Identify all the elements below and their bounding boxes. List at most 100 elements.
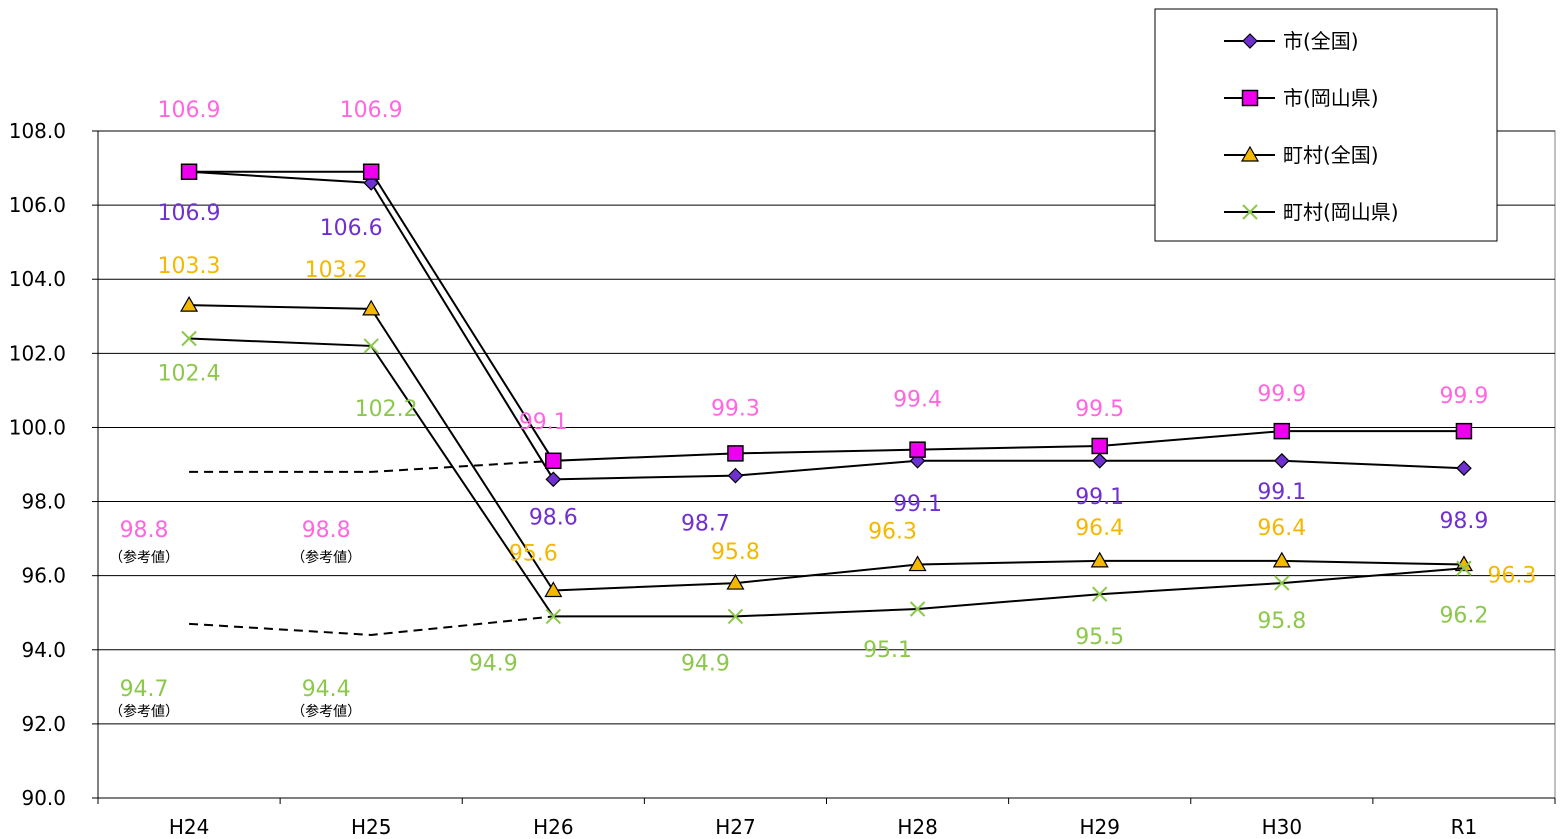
data-label: 99.1 [519,410,568,435]
data-point [1273,422,1291,440]
data-label: 95.8 [711,540,760,565]
data-label: 95.5 [1075,625,1124,650]
data-point [727,608,744,625]
data-point [726,573,745,590]
reference-label: 98.8 [302,518,351,543]
data-label: 96.3 [868,520,917,545]
marker-stroke [727,608,744,625]
data-point [727,467,744,484]
data-point [908,555,927,572]
marker-stroke [545,608,562,625]
x-tick-label: H28 [897,815,938,839]
data-point [909,441,926,458]
data-label: 95.1 [863,638,912,663]
marker-stroke [1242,204,1258,220]
data-label: 96.2 [1439,603,1488,628]
data-label: 98.9 [1439,509,1488,534]
data-label: 98.6 [529,505,578,530]
data-label: 99.3 [711,396,760,421]
legend-label: 町村(岡山県) [1283,200,1399,224]
reference-label: 94.4 [302,677,351,702]
series-lines [180,163,1473,625]
x-tick-label: R1 [1451,815,1478,839]
legend-marker [1241,89,1259,107]
data-label: 106.9 [158,98,221,123]
legend-marker [1242,204,1258,220]
data-label: 99.1 [893,492,942,517]
data-point [544,581,563,598]
data-label: 99.1 [1075,485,1124,510]
marker-stroke [363,338,379,354]
legend-marker [1240,145,1260,162]
data-label: 99.9 [1257,382,1306,407]
data-label: 96.3 [1487,564,1536,589]
reference-line [189,459,554,473]
data-label: 94.9 [681,651,730,676]
x-tick-label: H24 [169,815,210,839]
legend: 市(全国) 市(岡山県) 町村(全国) 町村(岡山県) [1154,8,1498,242]
data-label: 95.8 [1257,609,1306,634]
axes: 90.0 92.0 94.0 96.0 98.0 100.0 102.0 104.0 106.0… [9,119,1556,839]
series-line [189,304,1464,592]
x-tick-label: H26 [533,815,574,839]
data-point [1090,551,1109,568]
y-tick-label: 102.0 [9,341,66,365]
reference-note: （参考値） [291,703,361,720]
data-point [1456,460,1472,477]
data-label: 106.6 [320,216,383,241]
legend-label: 町村(全国) [1283,143,1379,167]
data-label: 103.2 [305,258,368,283]
legend-marker [1242,33,1258,49]
y-tick-label: 100.0 [9,415,66,439]
reference-lines [189,459,554,636]
data-point [362,163,380,181]
data-label: 99.5 [1075,397,1124,422]
data-point [1456,560,1472,576]
x-tick-label: H29 [1079,815,1120,839]
reference-label: 98.8 [120,518,169,543]
data-point [180,163,198,181]
reference-line [189,615,554,636]
data-label: 95.6 [509,541,558,566]
data-label: 106.9 [340,98,403,123]
y-tick-label: 94.0 [21,638,66,662]
reference-note: （参考値） [109,703,179,720]
series-line [189,337,1465,618]
y-tick-label: 104.0 [9,267,66,291]
data-point [909,601,926,617]
data-point [180,295,199,312]
x-tick-label: H25 [351,815,392,839]
data-label: 99.1 [1257,480,1306,505]
x-tick-label: H30 [1262,815,1303,839]
data-labels: 106.9 106.6 98.6 98.7 99.1 99.1 99.1 98.9 106.9 1… [109,98,1536,720]
data-label: 103.3 [158,254,221,279]
data-point [1455,422,1473,440]
data-point [727,445,744,462]
data-label: 96.4 [1075,516,1124,541]
data-label: 99.9 [1439,384,1488,409]
data-point [1091,437,1108,455]
y-tick-label: 92.0 [21,712,66,736]
data-point [1091,452,1108,469]
series-line [189,170,1464,481]
reference-note: （参考値） [109,549,179,566]
data-label: 102.2 [355,397,418,422]
marker-stroke [1456,560,1472,576]
data-point [1273,452,1290,469]
data-point [181,330,197,347]
marker-stroke [181,330,197,347]
data-point [545,471,562,488]
data-label: 98.7 [681,512,730,537]
data-point [1274,575,1290,591]
y-tick-label: 108.0 [9,119,66,143]
data-point [545,608,562,625]
y-tick-label: 90.0 [21,786,66,810]
marker-stroke [909,601,926,617]
reference-label: 94.7 [120,677,169,702]
data-label: 102.4 [158,362,221,387]
reference-note: （参考値） [291,549,361,566]
legend-label: 市(岡山県) [1283,86,1379,110]
data-point [1091,586,1108,602]
y-tick-label: 96.0 [21,564,66,588]
